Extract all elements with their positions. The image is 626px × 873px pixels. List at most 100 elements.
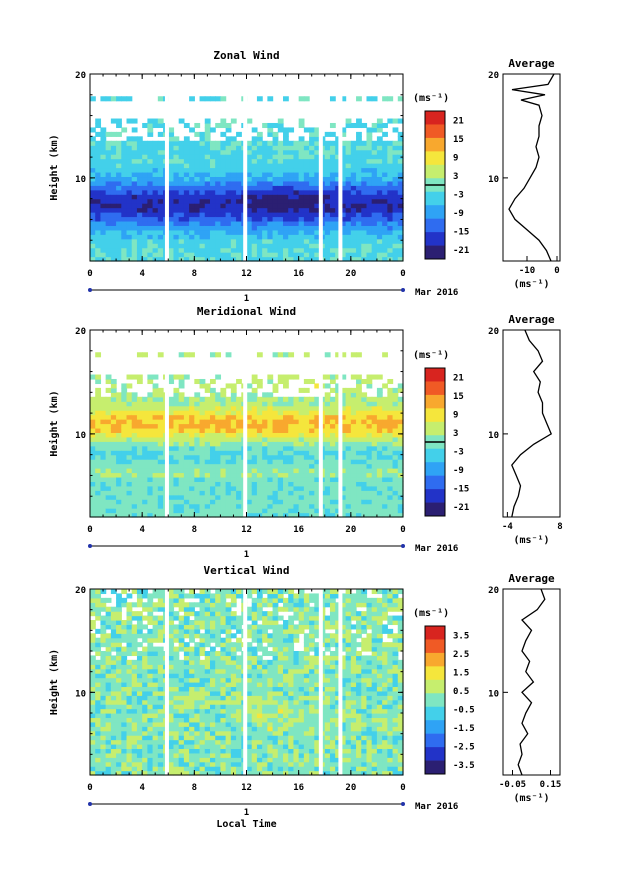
- x-tick-label: 12: [241, 269, 252, 279]
- heat-cell: [142, 220, 148, 226]
- heat-cell: [220, 158, 227, 164]
- heat-cell: [194, 713, 201, 719]
- heat-cell: [209, 387, 216, 393]
- colorbar-tick-label: 21: [453, 116, 464, 126]
- heat-cell: [215, 229, 222, 235]
- heat-cell: [100, 735, 107, 741]
- heat-cell: [209, 176, 216, 182]
- heat-cell: [157, 717, 164, 723]
- heat-cell: [314, 508, 321, 514]
- heat-cell: [136, 207, 143, 213]
- heat-cell: [95, 212, 102, 218]
- colorbar-swatch: [425, 462, 445, 476]
- heat-cell: [136, 229, 143, 235]
- heat-cell: [215, 682, 222, 688]
- heat-cell: [256, 494, 263, 500]
- heat-cell: [173, 699, 180, 705]
- heat-cell: [314, 432, 321, 438]
- heat-cell: [283, 203, 289, 209]
- heat-cell: [142, 401, 148, 407]
- heat-cell: [95, 450, 102, 456]
- heat-cell: [189, 730, 195, 736]
- heat-cell: [152, 503, 159, 509]
- heat-cell: [131, 410, 138, 416]
- heat-cell: [288, 256, 295, 262]
- heat-cell: [392, 171, 399, 178]
- heat-cell: [298, 229, 305, 235]
- heat-cell: [110, 699, 117, 705]
- heat-cell: [183, 220, 190, 226]
- heat-cell: [105, 659, 112, 665]
- heat-cell: [309, 450, 315, 456]
- heat-cell: [256, 145, 263, 151]
- heat-cell: [157, 597, 164, 603]
- heat-cell: [147, 615, 154, 621]
- heat-cell: [215, 708, 222, 714]
- heat-cell: [110, 673, 117, 679]
- heat-cell: [236, 427, 242, 434]
- heat-cell: [220, 207, 227, 213]
- heat-cell: [220, 149, 227, 155]
- heat-cell: [397, 463, 404, 469]
- heat-cell: [366, 252, 373, 258]
- heat-cell: [277, 149, 284, 155]
- heat-cell: [131, 468, 138, 474]
- heat-cell: [329, 485, 336, 491]
- heat-cell: [199, 207, 206, 213]
- date-bar-end: [88, 288, 92, 292]
- heat-cell: [105, 145, 112, 151]
- heat-cell: [220, 620, 227, 626]
- heat-cell: [236, 735, 242, 741]
- heat-cell: [236, 499, 242, 505]
- heat-cell: [288, 158, 295, 164]
- colorbar-tick-label: -9: [453, 466, 464, 476]
- heat-cell: [376, 203, 383, 209]
- heat-cell: [204, 463, 211, 469]
- heat-cell: [329, 180, 336, 186]
- heat-cell: [183, 374, 190, 380]
- heat-cell: [183, 717, 190, 723]
- heat-cell: [152, 445, 159, 451]
- heat-cell: [126, 717, 133, 723]
- heat-cell: [392, 427, 399, 434]
- heat-cell: [361, 154, 368, 160]
- heat-cell: [147, 713, 154, 719]
- heat-cell: [199, 615, 206, 621]
- heat-cell: [215, 163, 222, 169]
- heat-cell: [350, 508, 357, 514]
- heat-cell: [131, 757, 138, 763]
- heat-cell: [131, 695, 138, 701]
- x-tick-label: 0: [87, 525, 92, 535]
- heat-cell: [189, 427, 195, 434]
- heat-cell: [215, 194, 222, 200]
- heat-cell: [209, 744, 216, 750]
- heat-cell: [230, 624, 237, 630]
- heat-cell: [267, 423, 274, 429]
- heat-cell: [189, 494, 195, 500]
- heat-cell: [366, 256, 373, 262]
- heat-cell: [350, 396, 357, 402]
- heat-cell: [204, 682, 211, 688]
- heat-cell: [371, 145, 378, 151]
- heat-cell: [356, 374, 362, 380]
- heat-cell: [277, 189, 284, 195]
- heat-cell: [204, 677, 211, 683]
- heat-cell: [220, 454, 227, 460]
- heat-cell: [183, 463, 190, 469]
- heat-cell: [335, 198, 341, 204]
- heat-cell: [387, 481, 394, 487]
- heat-cell: [340, 472, 347, 478]
- heat-cell: [298, 454, 305, 460]
- heat-cell: [220, 423, 227, 429]
- heat-cell: [371, 468, 378, 474]
- heat-cell: [131, 628, 138, 634]
- heat-cell: [126, 752, 133, 758]
- heat-cell: [131, 494, 138, 500]
- heat-cell: [256, 207, 263, 213]
- heat-cell: [194, 216, 201, 222]
- heat-cell: [100, 198, 107, 204]
- heat-cell: [288, 414, 295, 420]
- heat-cell: [215, 589, 222, 595]
- heat-cell: [121, 185, 128, 191]
- heat-cell: [392, 220, 399, 226]
